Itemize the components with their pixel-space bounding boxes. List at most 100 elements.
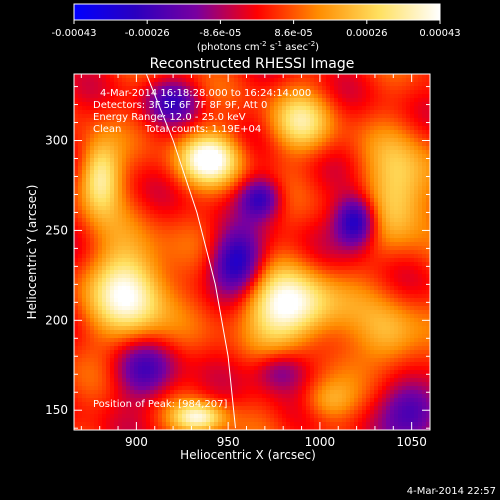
heatmap-cell [242,90,247,95]
heatmap-cell [158,262,163,267]
heatmap-cell [74,242,79,247]
heatmap-cell [210,282,215,287]
heatmap-cell [394,146,399,151]
heatmap-cell [394,222,399,227]
heatmap-cell [398,250,403,255]
heatmap-cell [210,94,215,99]
heatmap-cell [322,190,327,195]
heatmap-cell [218,154,223,159]
heatmap-cell [334,94,339,99]
heatmap-cell [130,294,135,299]
heatmap-cell [330,266,335,271]
heatmap-cell [282,166,287,171]
heatmap-cell [254,158,259,163]
heatmap-cell [258,262,263,267]
heatmap-cell [338,214,343,219]
heatmap-cell [282,222,287,227]
heatmap-cell [258,126,263,131]
heatmap-cell [422,170,427,175]
heatmap-cell [82,282,87,287]
heatmap-cell [250,74,255,79]
heatmap-cell [310,166,315,171]
heatmap-cell [350,206,355,211]
heatmap-cell [362,266,367,271]
heatmap-cell [82,114,87,119]
heatmap-cell [378,226,383,231]
heatmap-cell [78,134,83,139]
heatmap-cell [174,250,179,255]
heatmap-cell [94,174,99,179]
heatmap-cell [206,78,211,83]
heatmap-cell [86,166,91,171]
heatmap-cell [394,102,399,107]
heatmap-cell [138,210,143,215]
heatmap-cell [334,122,339,127]
heatmap-cell [86,234,91,239]
heatmap-cell [322,118,327,123]
heatmap-cell [98,274,103,279]
heatmap-cell [366,254,371,259]
heatmap-cell [246,230,251,235]
heatmap-cell [290,230,295,235]
heatmap-cell [238,226,243,231]
heatmap-cell [114,162,119,167]
heatmap-cell [374,198,379,203]
heatmap-cell [262,154,267,159]
heatmap-cell [158,254,163,259]
heatmap-cell [282,250,287,255]
heatmap-cell [394,214,399,219]
heatmap-cell [186,270,191,275]
heatmap-cell [294,122,299,127]
heatmap-cell [126,210,131,215]
heatmap-cell [150,74,155,79]
heatmap-cell [282,122,287,127]
heatmap-cell [182,186,187,191]
heatmap-cell [230,162,235,167]
heatmap-cell [206,290,211,295]
heatmap-cell [178,254,183,259]
heatmap-cell [374,90,379,95]
heatmap-cell [334,230,339,235]
heatmap-cell [422,262,427,267]
heatmap-cell [286,74,291,79]
heatmap-cell [402,98,407,103]
heatmap-cell [274,202,279,207]
heatmap-cell [202,270,207,275]
heatmap-cell [114,98,119,103]
heatmap-cell [290,118,295,123]
heatmap-cell [134,250,139,255]
heatmap-cell [130,118,135,123]
heatmap-cell [194,130,199,135]
heatmap-cell [366,266,371,271]
heatmap-cell [186,94,191,99]
heatmap-cell [382,234,387,239]
heatmap-cell [266,106,271,111]
heatmap-cell [322,246,327,251]
heatmap-cell [82,170,87,175]
heatmap-cell [222,274,227,279]
heatmap-cell [386,130,391,135]
heatmap-cell [170,130,175,135]
heatmap-cell [362,198,367,203]
heatmap-cell [366,226,371,231]
heatmap-cell [314,82,319,87]
heatmap-cell [130,150,135,155]
heatmap-cell [310,130,315,135]
heatmap-cell [198,98,203,103]
heatmap-cell [418,286,423,291]
heatmap-cell [118,158,123,163]
heatmap-cell [402,106,407,111]
heatmap-cell [166,154,171,159]
heatmap-cell [202,170,207,175]
heatmap-cell [222,210,227,215]
heatmap-cell [214,186,219,191]
heatmap-cell [386,134,391,139]
heatmap-cell [350,74,355,79]
heatmap-cell [170,102,175,107]
heatmap-cell [286,150,291,155]
heatmap-cell [338,130,343,135]
heatmap-cell [398,78,403,83]
heatmap-cell [86,142,91,147]
heatmap-cell [138,142,143,147]
heatmap-cell [306,166,311,171]
